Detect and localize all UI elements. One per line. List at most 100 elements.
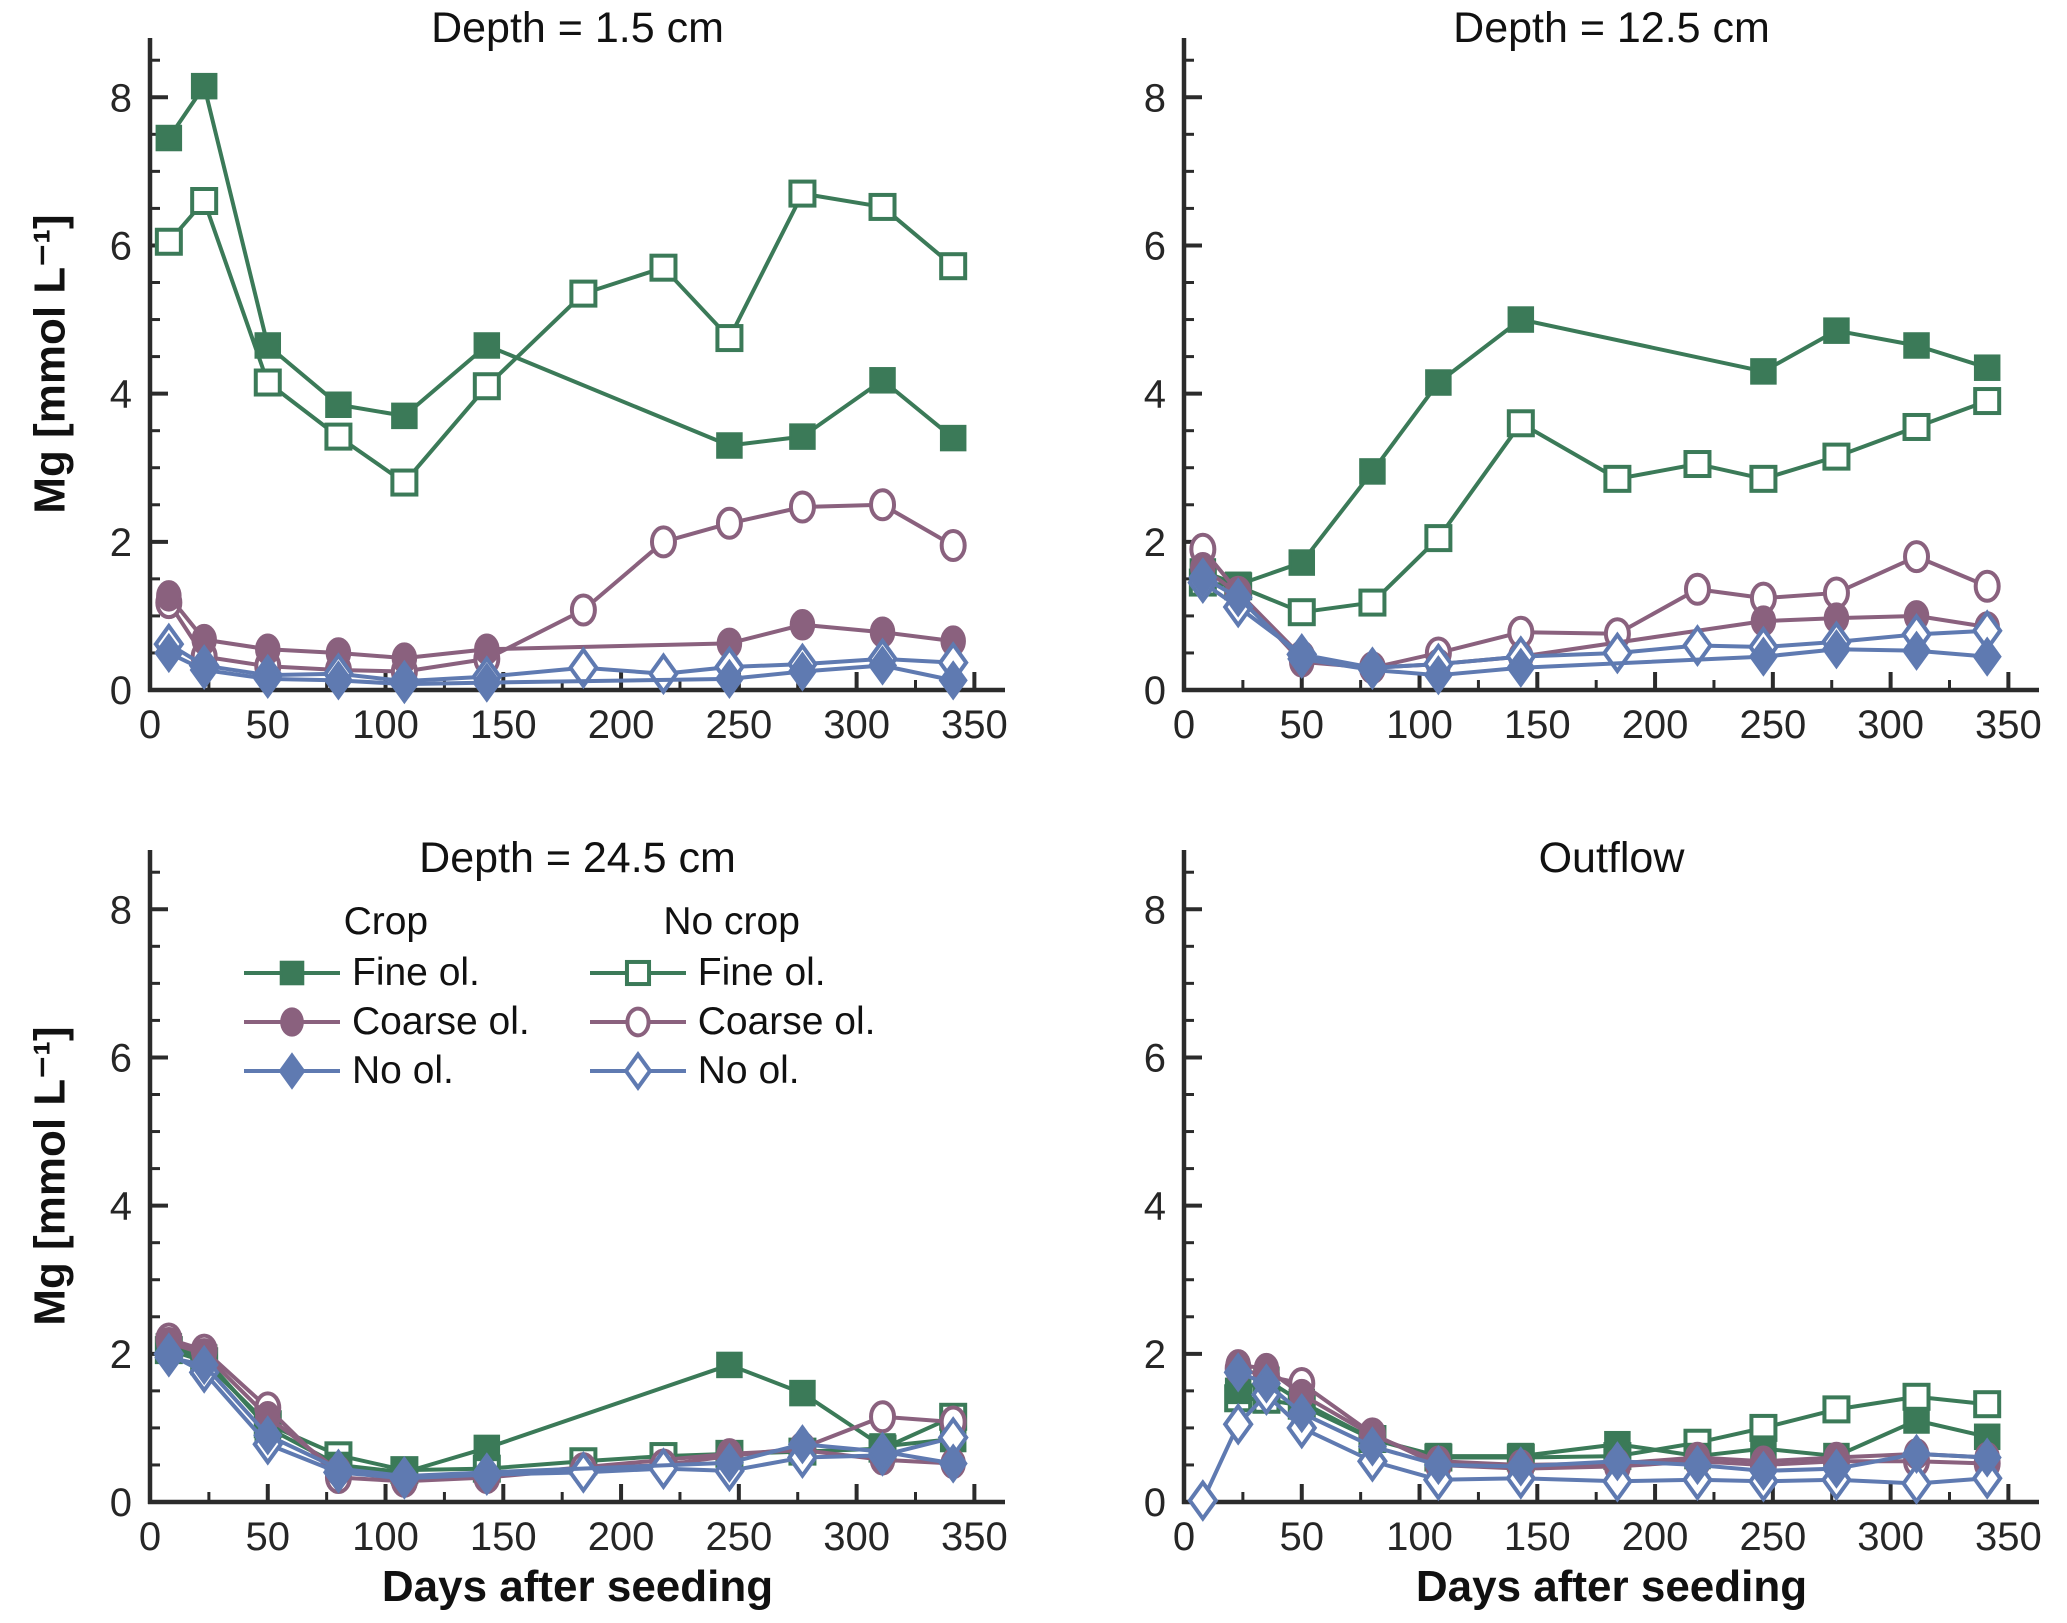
diamond-open-marker-icon (589, 1050, 686, 1091)
x-tick-label: 300 (823, 1515, 890, 1559)
data-point-marker (625, 1006, 651, 1037)
y-tick-label: 4 (1144, 373, 1166, 417)
x-tick-label: 50 (1280, 1515, 1325, 1559)
y-tick-label: 2 (110, 521, 132, 565)
data-point-marker (1903, 332, 1930, 359)
data-point-marker (154, 227, 183, 256)
data-point-marker (1423, 655, 1453, 696)
legend-item-coarse-filled: Coarse ol. (242, 997, 530, 1046)
data-point-marker (787, 1424, 817, 1465)
chart-canvas-depth-24-5: 0 2 4 6 8 0 50 100 150 200 250 300 350 (110, 850, 1008, 1559)
y-tick-label: 0 (110, 1481, 132, 1525)
data-point-marker (190, 187, 219, 215)
y-tick-label: 2 (1144, 521, 1166, 565)
data-point-marker (1972, 636, 2002, 677)
y-tick-label: 0 (1144, 1481, 1166, 1525)
data-point-marker (569, 279, 598, 308)
legend-column-crop: Crop Fine ol. Coarse ol. No ol. (242, 900, 530, 1095)
legend-item-no-open: No ol. (588, 1046, 876, 1095)
data-point-marker (1973, 1390, 2002, 1419)
data-point-marker (253, 1415, 283, 1456)
series-line (1200, 399, 1990, 615)
data-point-marker (389, 1455, 419, 1497)
square-open-marker-icon (589, 959, 686, 986)
x-tick-label: 150 (470, 1515, 537, 1559)
data-point-marker (715, 324, 744, 353)
x-tick-label: 350 (1975, 703, 2042, 747)
legend-header: No crop (663, 900, 800, 943)
data-point-marker (788, 179, 817, 208)
data-point-marker (1287, 598, 1316, 627)
x-tick-label: 100 (1386, 703, 1453, 747)
x-tick-label: 150 (1504, 1515, 1571, 1559)
series-line (166, 1355, 956, 1479)
data-point-marker (1972, 1437, 2002, 1478)
data-point-marker (867, 1431, 898, 1472)
x-tick-label: 250 (705, 703, 772, 747)
data-point-marker (1358, 588, 1387, 617)
y-tick-label: 8 (110, 76, 132, 120)
data-point-marker (1973, 387, 2002, 416)
data-point-marker (1901, 1462, 1932, 1505)
chart-title: Depth = 12.5 cm (1453, 4, 1770, 52)
data-point-marker (1287, 638, 1317, 680)
data-point-marker (1188, 557, 1218, 598)
data-point-marker (1903, 540, 1931, 574)
chart-canvas-depth-1-5: 0 2 4 6 8 0 50 100 150 200 250 300 350 (110, 38, 1008, 747)
y-tick-label: 4 (1144, 1185, 1166, 1229)
y-axis-label: Mg [mmol L⁻¹] (25, 1026, 75, 1326)
data-point-marker (189, 1344, 219, 1386)
y-tick-label: 4 (110, 373, 132, 417)
x-tick-label: 150 (470, 703, 537, 747)
data-point-marker (1357, 1426, 1387, 1467)
legend-item-label: Coarse ol. (697, 999, 876, 1043)
data-point-marker (1903, 1407, 1930, 1434)
data-point-marker (869, 488, 897, 522)
legend-item-label: Fine ol. (697, 950, 826, 994)
chart-canvas-outflow: 0 2 4 6 8 0 50 100 150 200 250 300 350 (1144, 850, 2042, 1559)
data-point-marker (714, 658, 744, 700)
x-tick-label: 150 (1504, 703, 1571, 747)
data-point-marker (473, 332, 501, 359)
x-tick-label: 300 (1857, 703, 1924, 747)
data-point-marker (867, 645, 898, 686)
chart-title: Outflow (1538, 834, 1685, 882)
data-point-marker (1750, 358, 1777, 385)
x-tick-label: 200 (588, 1515, 655, 1559)
data-point-marker (716, 432, 743, 459)
data-point-marker (154, 1337, 184, 1378)
data-point-marker (648, 1447, 679, 1491)
data-point-marker (569, 593, 597, 627)
data-point-marker (624, 959, 651, 986)
y-tick-label: 4 (110, 1185, 132, 1229)
data-point-marker (1357, 649, 1387, 691)
legend-item-label: No ol. (352, 1048, 454, 1092)
data-point-marker (938, 1443, 968, 1484)
circle-open-marker-icon (589, 1006, 686, 1037)
series-line (166, 84, 956, 448)
data-point-marker (325, 391, 352, 418)
series-line (166, 650, 956, 687)
series-line (1200, 317, 1990, 587)
series-line (166, 1344, 956, 1475)
x-tick-label: 200 (588, 703, 655, 747)
data-point-marker (190, 72, 218, 100)
data-point-marker (280, 1006, 304, 1037)
x-tick-label: 300 (823, 703, 890, 747)
data-point-marker (1683, 450, 1712, 479)
data-point-marker (1973, 354, 2001, 381)
data-point-marker (1821, 1448, 1851, 1489)
y-tick-label: 8 (1144, 888, 1166, 932)
x-tick-label: 350 (941, 703, 1008, 747)
data-point-marker (1901, 630, 1932, 671)
data-point-marker (648, 652, 679, 696)
data-point-marker (1748, 636, 1778, 677)
data-point-marker (789, 423, 816, 450)
data-point-marker (154, 632, 184, 674)
x-tick-label: 100 (1386, 1515, 1453, 1559)
data-point-marker (472, 1452, 502, 1493)
x-tick-label: 350 (941, 1515, 1008, 1559)
y-tick-label: 2 (110, 1333, 132, 1377)
series-line (166, 593, 956, 661)
x-tick-label: 200 (1622, 1515, 1689, 1559)
